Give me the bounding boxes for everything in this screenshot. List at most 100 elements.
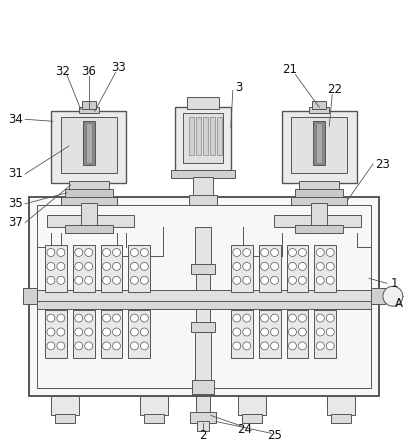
Bar	[291, 117, 347, 173]
Circle shape	[233, 249, 241, 256]
Circle shape	[103, 314, 111, 322]
Circle shape	[289, 249, 296, 256]
Circle shape	[103, 276, 111, 284]
Bar	[65, 225, 113, 233]
Bar	[23, 288, 37, 304]
Text: 25: 25	[267, 429, 282, 442]
Bar	[295, 225, 343, 233]
Circle shape	[85, 314, 93, 322]
Bar	[295, 189, 343, 199]
Circle shape	[260, 262, 269, 270]
Circle shape	[113, 328, 120, 336]
Bar	[287, 310, 309, 358]
Bar	[51, 396, 79, 416]
Circle shape	[233, 276, 241, 284]
Circle shape	[316, 249, 324, 256]
Circle shape	[243, 314, 251, 322]
Bar	[29, 197, 379, 396]
Bar	[312, 101, 326, 109]
Bar	[196, 117, 201, 155]
Text: 31: 31	[8, 167, 23, 180]
Circle shape	[57, 249, 65, 256]
Circle shape	[243, 342, 251, 350]
Circle shape	[140, 276, 148, 284]
Circle shape	[260, 314, 269, 322]
Text: 37: 37	[8, 216, 23, 229]
Circle shape	[316, 342, 324, 350]
Bar	[282, 111, 357, 183]
Text: 34: 34	[8, 113, 23, 126]
Circle shape	[103, 262, 111, 270]
Circle shape	[103, 249, 111, 256]
Bar	[238, 396, 266, 416]
Bar	[101, 245, 123, 292]
Circle shape	[47, 262, 55, 270]
Circle shape	[289, 342, 296, 350]
Bar	[192, 380, 214, 394]
Circle shape	[57, 342, 65, 350]
Circle shape	[75, 328, 83, 336]
Circle shape	[271, 314, 278, 322]
Bar	[193, 177, 213, 205]
Bar	[197, 421, 209, 431]
Bar	[191, 264, 215, 274]
Circle shape	[326, 314, 334, 322]
Circle shape	[243, 328, 251, 336]
Circle shape	[383, 286, 403, 306]
Circle shape	[243, 262, 251, 270]
Bar	[86, 123, 92, 163]
Bar	[196, 396, 210, 413]
Bar	[231, 310, 253, 358]
Circle shape	[271, 249, 278, 256]
Bar	[190, 412, 216, 424]
Bar	[81, 203, 96, 227]
Bar	[314, 310, 336, 358]
Bar	[171, 170, 235, 178]
Bar	[37, 205, 371, 388]
Text: 23: 23	[375, 158, 390, 171]
Bar	[37, 301, 371, 309]
Bar	[259, 310, 280, 358]
Bar	[314, 245, 336, 292]
Circle shape	[57, 276, 65, 284]
Circle shape	[326, 249, 334, 256]
Circle shape	[85, 249, 93, 256]
Circle shape	[75, 276, 83, 284]
Bar	[287, 245, 309, 292]
Circle shape	[85, 276, 93, 284]
Text: 22: 22	[327, 83, 342, 96]
Bar	[183, 113, 223, 163]
Bar	[195, 332, 211, 382]
Circle shape	[316, 314, 324, 322]
Bar	[101, 310, 123, 358]
Bar	[73, 245, 95, 292]
Text: 1: 1	[391, 277, 398, 290]
Circle shape	[130, 249, 138, 256]
Circle shape	[298, 262, 306, 270]
Circle shape	[47, 249, 55, 256]
Circle shape	[289, 328, 296, 336]
Circle shape	[316, 328, 324, 336]
Circle shape	[140, 342, 148, 350]
Bar	[231, 245, 253, 292]
Bar	[82, 101, 96, 109]
Circle shape	[140, 314, 148, 322]
Text: 2: 2	[199, 429, 207, 442]
Bar	[191, 322, 215, 332]
Circle shape	[113, 314, 120, 322]
Circle shape	[298, 314, 306, 322]
Bar	[196, 274, 210, 324]
Bar	[61, 197, 116, 205]
Circle shape	[260, 342, 269, 350]
Bar	[45, 245, 67, 292]
Text: 32: 32	[55, 65, 70, 78]
Circle shape	[130, 314, 138, 322]
Circle shape	[316, 276, 324, 284]
Circle shape	[113, 262, 120, 270]
Bar	[79, 107, 98, 113]
Bar	[217, 117, 222, 155]
Circle shape	[75, 249, 83, 256]
Bar	[300, 181, 339, 191]
Circle shape	[103, 342, 111, 350]
Circle shape	[326, 328, 334, 336]
